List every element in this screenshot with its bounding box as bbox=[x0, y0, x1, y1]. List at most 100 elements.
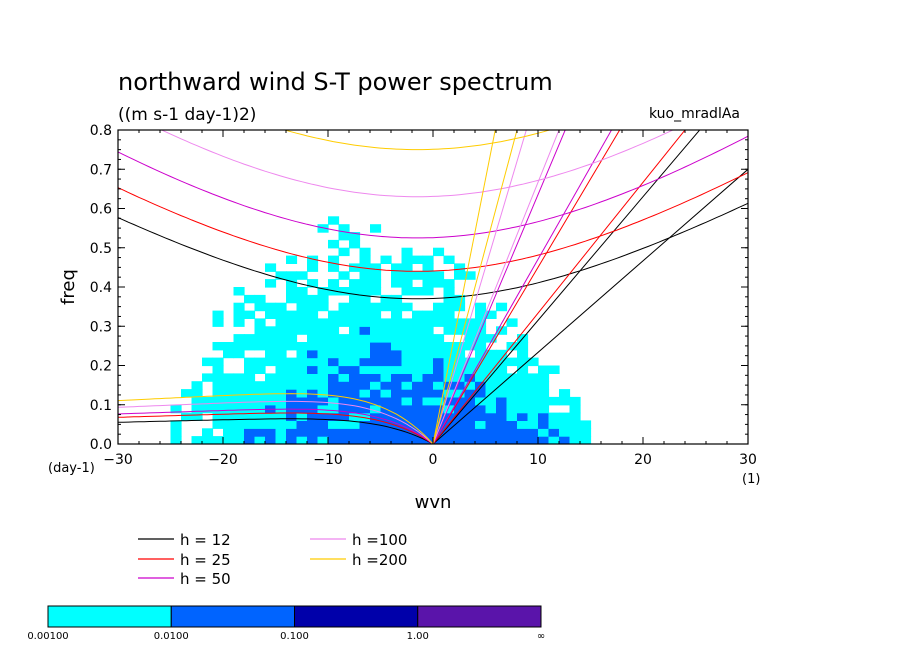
field-cell bbox=[569, 412, 581, 421]
field-cell bbox=[181, 389, 193, 398]
field-cell bbox=[307, 349, 319, 359]
field-cell bbox=[485, 365, 497, 374]
field-cell bbox=[496, 436, 508, 444]
field-cell bbox=[244, 334, 256, 343]
field-cell bbox=[317, 342, 329, 351]
field-cell bbox=[286, 342, 298, 351]
field-cell bbox=[328, 326, 340, 335]
field-cell bbox=[338, 389, 350, 398]
field-cell bbox=[496, 357, 508, 367]
field-cell bbox=[370, 365, 382, 374]
field-cell bbox=[338, 428, 350, 437]
field-cell bbox=[401, 255, 413, 264]
field-cell bbox=[443, 326, 455, 335]
field-cell bbox=[338, 287, 350, 296]
field-cell bbox=[401, 302, 413, 312]
ig-curve-h200 bbox=[283, 130, 552, 151]
field-cell bbox=[191, 436, 203, 444]
field-cell bbox=[401, 334, 413, 343]
field-cell bbox=[212, 310, 224, 319]
field-cell bbox=[496, 373, 508, 382]
field-cell bbox=[433, 271, 445, 280]
field-cell bbox=[454, 428, 466, 437]
field-cell bbox=[328, 216, 340, 225]
field-cell bbox=[380, 318, 392, 327]
field-cell bbox=[475, 342, 487, 351]
field-cell bbox=[433, 365, 445, 374]
gravity-curve-h25 bbox=[432, 130, 621, 444]
field-cell bbox=[349, 420, 361, 429]
field-cell bbox=[328, 239, 340, 249]
field-cell bbox=[296, 389, 308, 398]
field-cell bbox=[359, 357, 371, 367]
field-cell bbox=[328, 404, 340, 414]
field-cell bbox=[422, 357, 434, 367]
field-cell bbox=[433, 396, 445, 406]
field-cell bbox=[317, 326, 329, 335]
field-cell bbox=[233, 318, 245, 327]
field-cell bbox=[307, 396, 319, 406]
field-cell bbox=[307, 255, 319, 264]
field-cell bbox=[254, 428, 266, 437]
field-cell bbox=[223, 373, 235, 382]
field-cell bbox=[517, 404, 529, 414]
ig-curve-h50 bbox=[118, 135, 748, 239]
field-cell bbox=[412, 365, 424, 374]
field-cell bbox=[569, 420, 581, 429]
field-cell bbox=[517, 342, 529, 351]
colorbar-label: 0.00100 bbox=[27, 631, 68, 642]
field-cell bbox=[412, 342, 424, 351]
field-cell bbox=[380, 294, 392, 304]
field-cell bbox=[307, 310, 319, 319]
field-cell bbox=[370, 326, 382, 335]
axis-ticks: −30 −20 −10 0 10 20 30 0.0 0.1 0.2 0.3 0.4 0.5 0.6 0.7… bbox=[90, 123, 757, 468]
field-cell bbox=[412, 326, 424, 335]
field-cell bbox=[401, 279, 413, 288]
field-cell bbox=[286, 334, 298, 343]
x-unit-label: (1) bbox=[742, 472, 760, 487]
field-cell bbox=[380, 373, 392, 382]
field-cell bbox=[412, 271, 424, 280]
field-cell bbox=[317, 349, 329, 359]
field-cell bbox=[454, 271, 466, 280]
field-cell bbox=[296, 365, 308, 374]
gravity-curve-h200 bbox=[432, 130, 496, 444]
field-cell bbox=[338, 342, 350, 351]
field-cell bbox=[422, 349, 434, 359]
legend-label: h = 50 bbox=[180, 570, 231, 588]
field-cell bbox=[349, 365, 361, 374]
field-cell bbox=[548, 436, 560, 444]
field-cell bbox=[244, 428, 256, 437]
field-cell bbox=[254, 294, 266, 304]
field-cell bbox=[517, 396, 529, 406]
field-cell bbox=[202, 404, 214, 414]
field-cell bbox=[380, 357, 392, 367]
field-cell bbox=[475, 334, 487, 343]
field-cell bbox=[254, 326, 266, 335]
field-cell bbox=[307, 436, 319, 444]
field-cell bbox=[265, 357, 277, 367]
field-cell bbox=[443, 428, 455, 437]
x-axis-label: wvn bbox=[415, 492, 452, 513]
field-cell bbox=[538, 436, 550, 444]
field-cell bbox=[433, 302, 445, 312]
field-cell bbox=[349, 239, 361, 249]
field-cell bbox=[244, 389, 256, 398]
field-cell bbox=[412, 404, 424, 414]
field-cell bbox=[527, 381, 539, 390]
field-cell bbox=[370, 334, 382, 343]
field-cell bbox=[506, 404, 518, 414]
legend: h = 12 h = 25h = 50 h =100 h =200 bbox=[138, 531, 407, 588]
field-cell bbox=[349, 436, 361, 444]
field-cell bbox=[422, 373, 434, 382]
field-cell bbox=[317, 373, 329, 382]
field-cell bbox=[506, 436, 518, 444]
field-cell bbox=[296, 318, 308, 327]
field-cell bbox=[370, 357, 382, 367]
field-cell bbox=[233, 302, 245, 312]
field-cell bbox=[433, 381, 445, 390]
field-cell bbox=[380, 342, 392, 351]
field-cell bbox=[433, 404, 445, 414]
field-cell bbox=[359, 428, 371, 437]
y-tick-label: 0.4 bbox=[90, 280, 112, 296]
